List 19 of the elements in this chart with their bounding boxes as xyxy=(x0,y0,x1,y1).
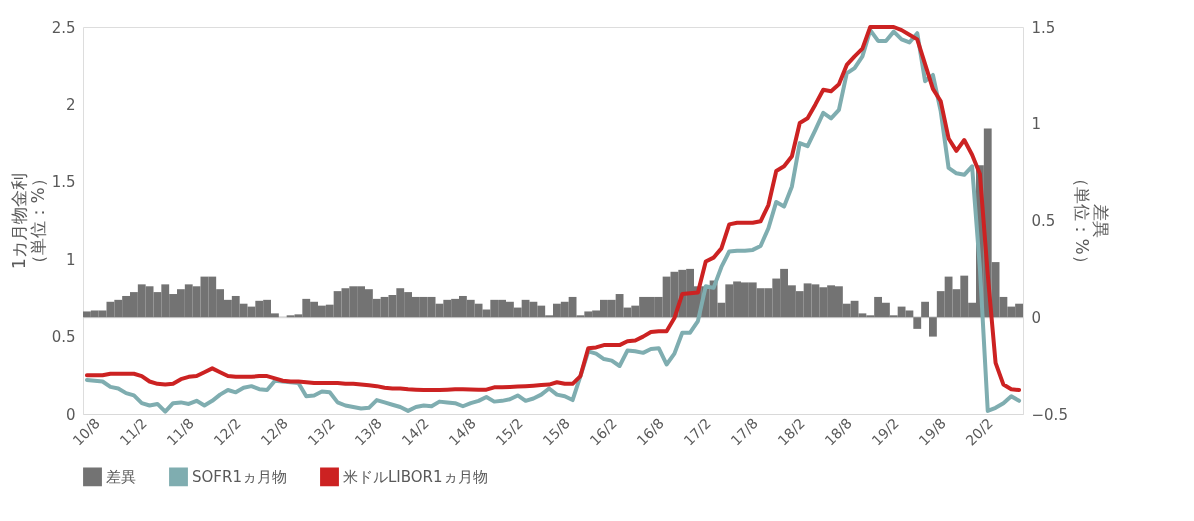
legend-label: 差異 xyxy=(106,467,136,486)
y2-tick-label: −0.5 xyxy=(1031,405,1068,424)
y-tick-label: 1.5 xyxy=(51,173,76,192)
y-tick-label: 0 xyxy=(65,405,76,424)
bar xyxy=(921,301,929,318)
y2-tick-label: 1.5 xyxy=(1031,18,1056,37)
y2-axis-title: 差異（単位：%） xyxy=(1071,170,1111,272)
y-tick-label: 0.5 xyxy=(51,328,76,347)
bar xyxy=(929,317,937,337)
legend-label: 米ドルLIBOR1ヵ月物 xyxy=(343,467,488,486)
bar xyxy=(913,317,922,329)
y-tick-label: 1 xyxy=(65,250,76,269)
y-tick-label: 2 xyxy=(65,95,76,114)
y2-tick-label: 0 xyxy=(1031,308,1042,327)
y-tick-label: 2.5 xyxy=(51,18,76,37)
y-axis-title: 1カ月物金利（単位：%） xyxy=(8,170,48,272)
legend-label: SOFR1ヵ月物 xyxy=(192,467,287,486)
y2-tick-label: 0.5 xyxy=(1031,212,1056,230)
y2-tick-label: 1 xyxy=(1031,115,1042,134)
